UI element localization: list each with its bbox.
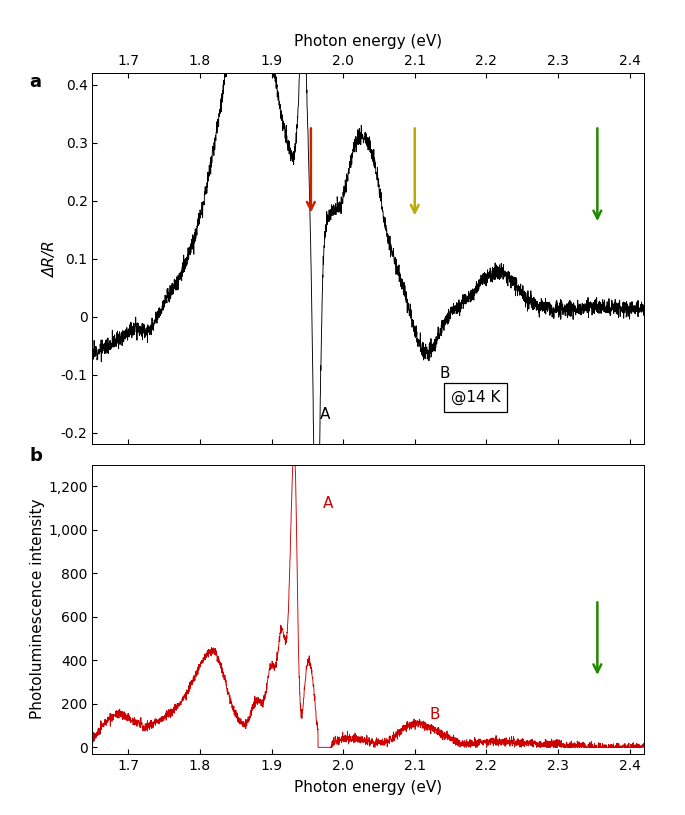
Text: @14 K: @14 K bbox=[451, 390, 500, 405]
Text: B: B bbox=[429, 707, 440, 722]
Text: A: A bbox=[323, 496, 334, 511]
Text: a: a bbox=[29, 73, 41, 91]
Text: B: B bbox=[440, 366, 450, 381]
X-axis label: Photon energy (eV): Photon energy (eV) bbox=[294, 34, 443, 49]
Text: A: A bbox=[320, 407, 331, 421]
Y-axis label: ΔR/R: ΔR/R bbox=[43, 240, 58, 277]
Text: b: b bbox=[29, 447, 42, 465]
Y-axis label: Photoluminescence intensity: Photoluminescence intensity bbox=[30, 499, 45, 720]
X-axis label: Photon energy (eV): Photon energy (eV) bbox=[294, 780, 443, 795]
